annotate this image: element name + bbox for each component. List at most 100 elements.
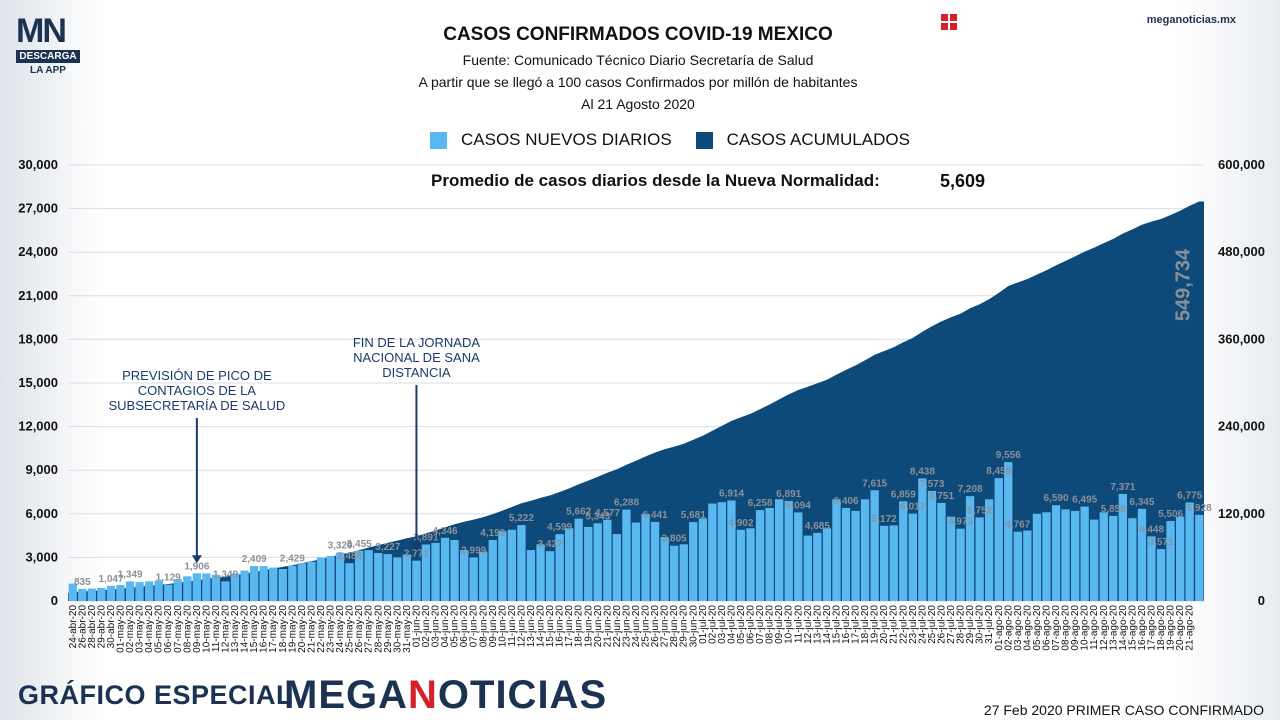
x-tick-label: 10-ago-20 <box>1080 605 1091 651</box>
x-tick-label: 07-may-20 <box>173 605 184 653</box>
x-tick-label: 30-abr-20 <box>106 605 117 649</box>
daily-bar <box>412 560 421 601</box>
daily-bar <box>765 508 774 601</box>
bar-value-label: 6,859 <box>891 489 916 500</box>
bar-value-label: 6,258 <box>748 498 773 509</box>
x-tick-label: 14-ago-20 <box>1118 605 1129 651</box>
bar-value-label: 1,129 <box>156 573 181 584</box>
x-tick-label: 16-may-20 <box>259 605 270 653</box>
x-tick-label: 09-jul-20 <box>774 605 785 644</box>
daily-bar <box>355 550 364 601</box>
daily-bar <box>975 517 984 601</box>
x-tick-label: 04-jul-20 <box>727 605 738 644</box>
x-tick-label: 23-jul-20 <box>908 605 919 644</box>
daily-bar <box>612 534 621 601</box>
x-tick-label: 09-jun-20 <box>488 605 499 648</box>
y-left-tick: 12,000 <box>18 419 58 434</box>
meganoticias-logo[interactable]: MN DESCARGA LA APP <box>16 14 80 76</box>
x-tick-label: 21-may-20 <box>306 605 317 653</box>
daily-bar <box>880 525 889 601</box>
daily-bar <box>450 540 459 601</box>
daily-bar <box>1090 519 1099 601</box>
bar-value-label: 3,329 <box>328 541 353 552</box>
x-tick-label: 27-jul-20 <box>946 605 957 644</box>
x-tick-label: 21-ago-20 <box>1185 605 1196 651</box>
daily-bar <box>297 563 306 601</box>
daily-bar <box>746 528 755 601</box>
x-tick-label: 21-jul-20 <box>889 605 900 644</box>
x-tick-label: 02-jul-20 <box>707 605 718 644</box>
daily-bar <box>841 507 851 601</box>
x-tick-label: 10-jun-20 <box>497 605 508 648</box>
daily-bar <box>526 550 536 601</box>
daily-bar <box>899 501 908 601</box>
x-tick-label: 27-may-20 <box>364 605 375 653</box>
daily-bar <box>679 544 688 601</box>
bar-value-label: 1,906 <box>184 561 209 572</box>
daily-bar <box>164 584 173 601</box>
x-tick-label: 30-jul-20 <box>975 605 986 644</box>
daily-bar <box>1137 508 1147 601</box>
daily-bar <box>1071 510 1080 601</box>
daily-bar <box>87 588 96 601</box>
x-tick-label: 26-jun-20 <box>650 605 661 648</box>
daily-bar <box>727 500 736 601</box>
daily-bar <box>421 544 431 601</box>
bar-value-label: 2,429 <box>280 554 305 565</box>
daily-bar <box>469 557 478 601</box>
brand-part-b: OTICIAS <box>437 673 608 717</box>
y-axis-left: 0 3,000 6,000 9,000 12,000 15,000 18,000 21,000… <box>18 157 58 608</box>
bar-value-label: 6,288 <box>614 498 639 509</box>
daily-bar <box>545 551 555 601</box>
daily-bar <box>937 502 946 601</box>
x-tick-label: 04-jun-20 <box>440 605 451 648</box>
daily-bar <box>927 490 937 601</box>
chart-title: CASOS CONFIRMADOS COVID-19 MEXICO <box>443 24 833 45</box>
daily-bar <box>106 585 116 601</box>
daily-bar <box>593 523 602 601</box>
daily-bar <box>240 570 249 601</box>
x-tick-label: 16-jul-20 <box>841 605 852 644</box>
x-tick-label: 08-ago-20 <box>1061 605 1072 651</box>
daily-bar <box>660 537 669 601</box>
bar-value-label: 6,345 <box>1129 497 1154 508</box>
site-url[interactable]: meganoticias.mx <box>1146 14 1236 26</box>
chart-subtitle-3: Al 21 Agosto 2020 <box>581 96 695 112</box>
annotation-text: SUBSECRETARÍA DE SALUD <box>108 398 285 413</box>
daily-bar <box>946 516 956 601</box>
daily-bar <box>1099 512 1108 601</box>
x-tick-label: 22-may-20 <box>316 605 327 653</box>
daily-bar <box>794 512 803 601</box>
x-tick-label: 29-jul-20 <box>965 605 976 644</box>
x-tick-label: 10-jul-20 <box>784 605 795 644</box>
daily-bar <box>1023 530 1032 601</box>
bar-value-label: 5,506 <box>1158 509 1183 520</box>
x-tick-label: 23-jun-20 <box>622 605 633 648</box>
x-tick-label: 24-abr-20 <box>68 605 79 649</box>
x-tick-label: 18-jun-20 <box>574 605 585 648</box>
x-tick-label: 15-jun-20 <box>545 605 556 648</box>
y-left-tick: 30,000 <box>18 157 58 172</box>
daily-bar <box>1166 521 1175 601</box>
bar-value-label: 5,752 <box>967 505 992 516</box>
x-tick-label: 12-ago-20 <box>1099 605 1110 651</box>
y-left-tick: 6,000 <box>25 506 58 521</box>
bar-value-label: 5,681 <box>681 510 706 521</box>
x-tick-label: 14-jun-20 <box>536 605 547 648</box>
y-left-tick: 3,000 <box>25 549 58 564</box>
bar-value-label: 6,914 <box>719 489 744 500</box>
annotation-arrowhead <box>411 542 422 551</box>
x-tick-label: 15-ago-20 <box>1127 605 1138 651</box>
daily-bar <box>507 529 516 601</box>
x-tick-label: 17-jul-20 <box>851 605 862 644</box>
grid-icon[interactable] <box>941 14 957 30</box>
bar-value-label: 5,222 <box>509 513 534 524</box>
legend-label-daily: CASOS NUEVOS DIARIOS <box>461 130 672 149</box>
daily-bar <box>440 537 450 601</box>
y-right-tick: 480,000 <box>1218 244 1265 259</box>
bar-value-label: 5,662 <box>566 507 591 518</box>
annotation-text: NACIONAL DE SANA <box>353 350 480 365</box>
daily-bar <box>125 581 135 601</box>
